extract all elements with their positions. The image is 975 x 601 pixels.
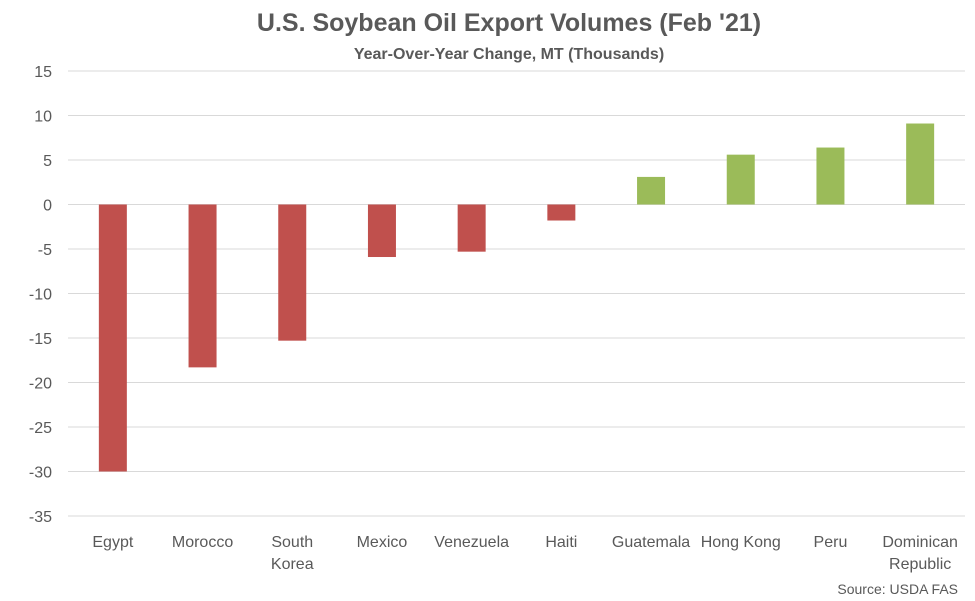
y-tick-label: -20: [29, 376, 52, 393]
x-tick-label: South: [271, 534, 313, 551]
y-tick-label: 10: [34, 109, 52, 126]
source-note: Source: USDA FAS: [837, 581, 958, 597]
chart-subtitle: Year-Over-Year Change, MT (Thousands): [354, 46, 664, 63]
bar-haiti: [547, 204, 576, 221]
y-tick-label: 15: [34, 64, 52, 81]
y-tick-label: -35: [29, 509, 52, 526]
x-tick-label: Republic: [889, 556, 951, 573]
bar-hong-kong: [726, 154, 755, 205]
x-tick-label: Haiti: [545, 534, 577, 551]
y-axis-labels: 15 10 5 0 -5 -10 -15 -20 -25 -30 -35: [29, 64, 52, 526]
x-axis-labels: Egypt Morocco South Korea Mexico Venezuela Hai…: [92, 534, 958, 573]
x-tick-label: Peru: [814, 534, 848, 551]
x-tick-label: Venezuela: [434, 534, 509, 551]
bars: [98, 123, 935, 472]
y-tick-label: -25: [29, 420, 52, 437]
x-tick-label: Hong Kong: [701, 534, 781, 551]
bar-venezuela: [457, 204, 486, 252]
bar-morocco: [188, 204, 217, 368]
y-tick-label: -5: [38, 242, 52, 259]
x-tick-label: Mexico: [357, 534, 408, 551]
x-tick-label: Morocco: [172, 534, 233, 551]
bar-guatemala: [637, 176, 666, 205]
bar-dominican-republic: [906, 123, 935, 205]
y-tick-label: -15: [29, 331, 52, 348]
y-tick-label: 5: [43, 153, 52, 170]
gridlines: [68, 70, 965, 517]
y-tick-label: -10: [29, 287, 52, 304]
bar-mexico: [367, 204, 396, 258]
y-tick-label: -30: [29, 465, 52, 482]
x-tick-label: Guatemala: [612, 534, 690, 551]
bar-peru: [816, 147, 845, 205]
bar-south-korea: [278, 204, 307, 341]
x-tick-label: Korea: [271, 556, 314, 573]
x-tick-label: Egypt: [92, 534, 133, 551]
x-tick-label: Dominican: [882, 534, 958, 551]
chart-title: U.S. Soybean Oil Export Volumes (Feb '21…: [257, 9, 761, 37]
bar-egypt: [98, 204, 127, 472]
y-tick-label: 0: [43, 198, 52, 215]
